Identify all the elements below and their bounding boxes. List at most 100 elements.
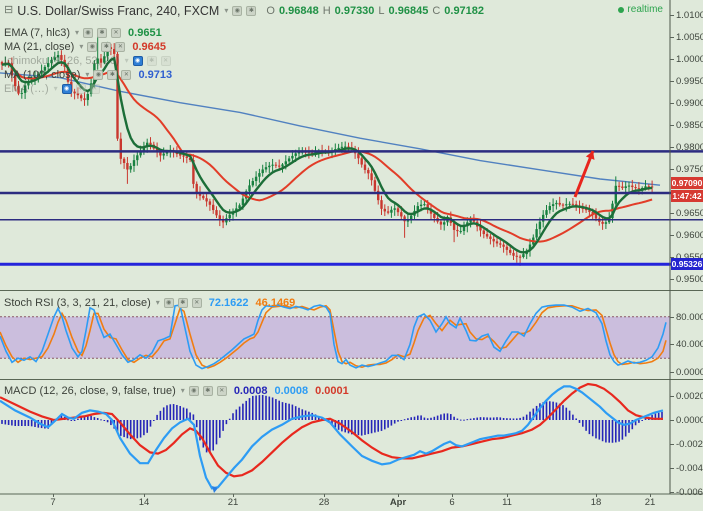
realtime-label: realtime bbox=[627, 4, 663, 15]
indicator-row-3: Ichimoku (9, 26, 52, 26) ▾ ◉ ✱ ✕ bbox=[4, 54, 171, 67]
countdown-tag: 1:47:42 bbox=[671, 190, 703, 202]
close-icon[interactable]: ✕ bbox=[111, 27, 122, 38]
chevron-down-icon[interactable]: ▾ bbox=[53, 84, 58, 93]
close-icon[interactable]: ✕ bbox=[191, 297, 202, 308]
chevron-down-icon[interactable]: ▾ bbox=[79, 42, 84, 51]
stoch-rsi-legend-row: Stoch RSI (3, 3, 21, 21, close) ▾ ◉ ✱ ✕ … bbox=[4, 296, 295, 309]
axis-tick-label: 0.95000 bbox=[676, 273, 703, 285]
chevron-down-icon[interactable]: ▾ bbox=[224, 6, 229, 15]
eye-icon[interactable]: ◉ bbox=[163, 297, 174, 308]
tick-mark bbox=[670, 15, 674, 17]
close-icon[interactable]: ✕ bbox=[115, 41, 126, 52]
gear-icon[interactable]: ✱ bbox=[107, 69, 118, 80]
collapse-icon[interactable]: ⊟ bbox=[4, 4, 14, 16]
tick-mark bbox=[670, 316, 674, 318]
macd-signal-value: 0.0001 bbox=[315, 384, 349, 397]
time-tick-mark bbox=[596, 494, 597, 497]
chevron-down-icon[interactable]: ▾ bbox=[155, 298, 160, 307]
tick-mark bbox=[670, 468, 674, 469]
chevron-down-icon[interactable]: ▾ bbox=[75, 28, 80, 37]
tick-mark bbox=[670, 37, 674, 39]
eye-icon[interactable]: ◉ bbox=[83, 27, 94, 38]
axis-tick-label: -0.0020 bbox=[676, 439, 703, 450]
tick-mark bbox=[670, 103, 674, 105]
tick-mark bbox=[670, 168, 674, 170]
macd-line-value: 0.0008 bbox=[274, 384, 309, 397]
indicator-row-5: EMA (…) ▾ ◉ ✱ ✕ bbox=[4, 82, 100, 95]
axis-tick-label: -0.0060 bbox=[676, 487, 703, 498]
tick-mark bbox=[670, 234, 674, 236]
tick-mark bbox=[670, 125, 674, 127]
macd-line[interactable] bbox=[0, 385, 664, 490]
ohlc-values: O 0.96848 H 0.97330 L 0.96845 C 0.97182 bbox=[266, 5, 484, 17]
close-icon[interactable]: ✕ bbox=[160, 55, 171, 66]
tick-mark bbox=[670, 420, 674, 421]
eye-icon[interactable]: ◉ bbox=[132, 55, 143, 66]
ma100-line[interactable] bbox=[0, 72, 661, 186]
time-tick-label: 21 bbox=[227, 497, 239, 508]
low-label: L bbox=[378, 4, 385, 17]
tick-mark bbox=[670, 492, 674, 493]
main-price-panel[interactable] bbox=[0, 31, 661, 266]
gear-icon[interactable]: ✱ bbox=[246, 5, 257, 16]
stoch-rsi-panel[interactable] bbox=[0, 304, 670, 370]
realtime-dot-icon bbox=[618, 6, 625, 13]
eye-icon[interactable]: ◉ bbox=[87, 41, 98, 52]
gear-icon[interactable]: ✱ bbox=[101, 41, 112, 52]
tick-mark bbox=[670, 372, 674, 373]
macd-title: MACD (12, 26, close, 9, false, true) bbox=[4, 384, 176, 397]
time-tick-label: Apr bbox=[389, 497, 407, 508]
macd-legend-row: MACD (12, 26, close, 9, false, true) ▾ ◉… bbox=[4, 384, 349, 397]
time-tick-mark bbox=[144, 494, 145, 497]
close-icon[interactable]: ✕ bbox=[89, 83, 100, 94]
stoch-k-value: 72.1622 bbox=[208, 296, 249, 309]
axis-tick-label: 0.0020 bbox=[676, 391, 703, 402]
chevron-down-icon[interactable]: ▾ bbox=[85, 70, 90, 79]
gear-icon[interactable]: ✱ bbox=[177, 297, 188, 308]
tick-mark bbox=[670, 344, 674, 346]
eye-icon[interactable]: ◉ bbox=[232, 5, 243, 16]
tick-mark bbox=[670, 81, 674, 83]
time-tick-label: 6 bbox=[449, 497, 455, 508]
symbol-title: U.S. Dollar/Swiss Franc, 240, FXCM bbox=[17, 3, 220, 18]
eye-icon[interactable]: ◉ bbox=[61, 83, 72, 94]
time-tick-mark bbox=[53, 494, 54, 497]
symbol-legend-row: ⊟ U.S. Dollar/Swiss Franc, 240, FXCM ▾ ◉… bbox=[4, 3, 484, 18]
chevron-down-icon[interactable]: ▾ bbox=[180, 386, 185, 395]
trend-arrow[interactable] bbox=[573, 150, 595, 198]
close-icon[interactable]: ✕ bbox=[216, 385, 227, 396]
high-label: H bbox=[322, 4, 331, 17]
tick-mark bbox=[670, 147, 674, 148]
stoch-d-line[interactable] bbox=[0, 304, 667, 369]
last-price-tag: 0.97090 bbox=[671, 177, 703, 189]
time-tick-mark bbox=[452, 494, 453, 497]
indicator-value: 0.9645 bbox=[132, 40, 166, 53]
macd-signal-line[interactable] bbox=[0, 382, 663, 478]
stoch-k-line[interactable] bbox=[0, 304, 667, 370]
gear-icon[interactable]: ✱ bbox=[146, 55, 157, 66]
gear-icon[interactable]: ✱ bbox=[75, 83, 86, 94]
gear-icon[interactable]: ✱ bbox=[97, 27, 108, 38]
close-icon[interactable]: ✕ bbox=[121, 69, 132, 80]
indicator-row-4: MA (100, close) ▾ ◉ ✱ ✕ 0.9713 bbox=[4, 68, 172, 81]
gear-icon[interactable]: ✱ bbox=[202, 385, 213, 396]
level-price-tag: 0.95326 bbox=[671, 258, 703, 270]
indicator-label: EMA (7, hlc3) bbox=[4, 26, 71, 39]
eye-icon[interactable]: ◉ bbox=[93, 69, 104, 80]
indicator-label: EMA (…) bbox=[4, 82, 49, 95]
time-tick-mark bbox=[324, 494, 325, 497]
time-tick-label: 7 bbox=[50, 497, 56, 508]
chevron-down-icon[interactable]: ▾ bbox=[124, 56, 129, 65]
axis-tick-label: 80.0000 bbox=[676, 311, 703, 323]
macd-panel[interactable] bbox=[0, 382, 664, 490]
high-value: 0.97330 bbox=[334, 4, 375, 17]
eye-icon[interactable]: ◉ bbox=[188, 385, 199, 396]
tick-mark bbox=[670, 396, 674, 397]
